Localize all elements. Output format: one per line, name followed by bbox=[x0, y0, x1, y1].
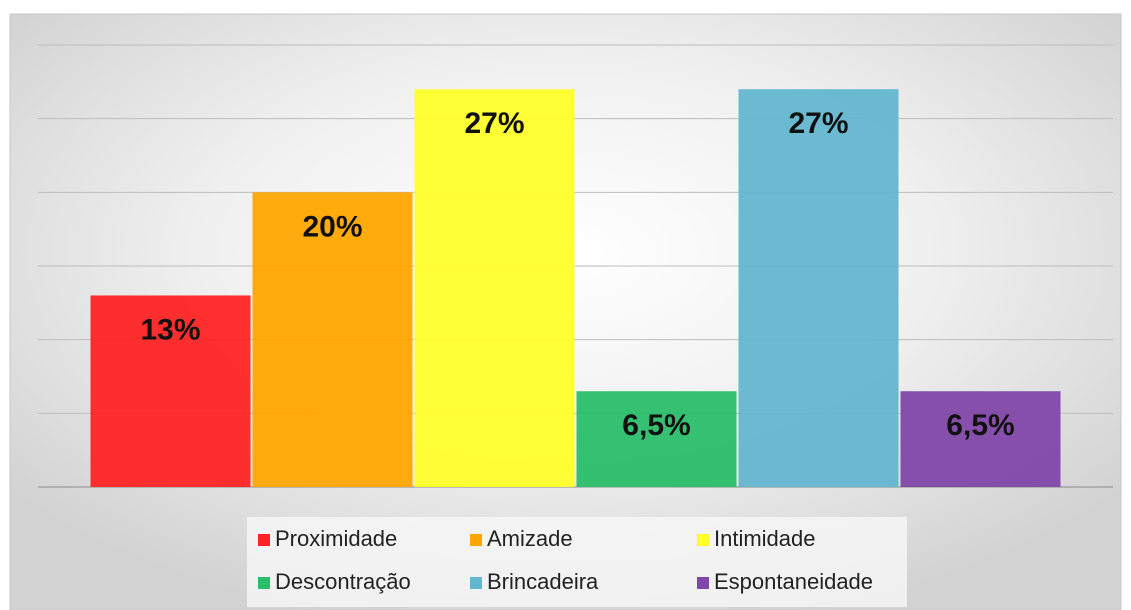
legend-swatch bbox=[470, 577, 482, 589]
bar bbox=[900, 391, 1061, 487]
legend-label: Intimidade bbox=[714, 526, 816, 551]
legend-label: Proximidade bbox=[275, 526, 397, 551]
bar bbox=[576, 391, 737, 487]
legend-label: Amizade bbox=[487, 526, 573, 551]
legend-swatch bbox=[258, 577, 270, 589]
legend-label: Espontaneidade bbox=[714, 569, 873, 594]
value-label: 6,5% bbox=[946, 409, 1014, 442]
value-label: 6,5% bbox=[622, 409, 690, 442]
value-label: 20% bbox=[302, 210, 362, 243]
legend-swatch bbox=[697, 534, 709, 546]
value-label: 27% bbox=[464, 107, 524, 140]
value-label: 13% bbox=[140, 313, 200, 346]
bar bbox=[252, 192, 413, 488]
legend-label: Descontração bbox=[275, 569, 411, 594]
bar bbox=[90, 295, 251, 487]
value-label: 27% bbox=[788, 107, 848, 140]
legend-swatch bbox=[258, 534, 270, 546]
legend-label: Brincadeira bbox=[487, 569, 599, 594]
legend-bg bbox=[247, 517, 907, 607]
legend-swatch bbox=[697, 577, 709, 589]
bar bbox=[738, 89, 899, 487]
legend-swatch bbox=[470, 534, 482, 546]
bar bbox=[414, 89, 575, 487]
